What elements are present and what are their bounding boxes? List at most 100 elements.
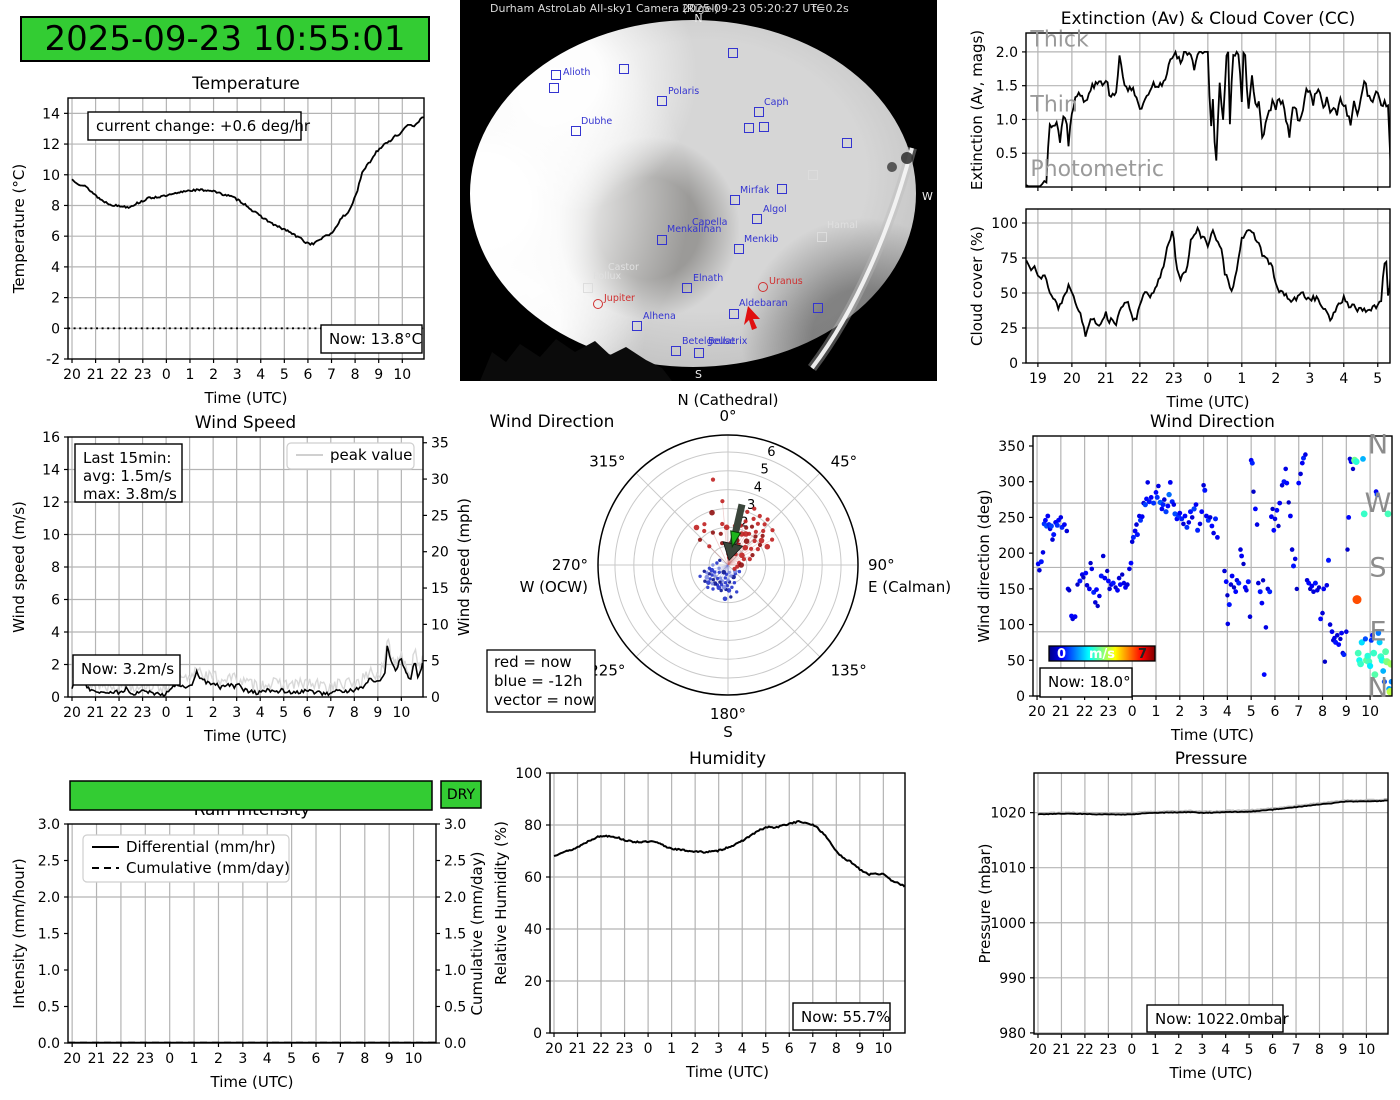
tick-label: 1 — [1151, 1042, 1160, 1058]
camera-datetime: 2025-09-23 05:20:27 UTC — [682, 2, 825, 15]
tick-label: 0 — [1016, 689, 1025, 705]
tick-label: 0 — [644, 1041, 653, 1057]
tick-label: 10 — [1361, 704, 1379, 720]
compass-south-label: S — [695, 368, 702, 381]
mast-shadow — [808, 146, 917, 372]
tick-label: 980 — [999, 1026, 1026, 1042]
camera-overlay — [480, 146, 917, 381]
tick-label: 6 — [312, 1051, 321, 1067]
planet-marker-jupiter — [593, 299, 603, 309]
tick-label: 50 — [1007, 653, 1025, 669]
star-label-dubhe: Dubhe — [581, 116, 613, 127]
svg-text:315°: 315° — [589, 452, 625, 470]
tick-label: 1.0 — [444, 963, 466, 979]
tick-label: 2.0 — [38, 890, 60, 906]
star-marker — [842, 138, 852, 148]
tick-label: 10 — [431, 617, 449, 633]
tick-label: 23 — [134, 367, 152, 383]
tick-label: 21 — [1097, 371, 1115, 387]
rain-status-label: DRY — [447, 787, 476, 803]
direction-letter: N — [1368, 430, 1388, 461]
star-marker — [777, 184, 787, 194]
tick-label: 10 — [42, 528, 60, 544]
humidity-annotation: Now: 55.7% — [801, 1008, 890, 1026]
tick-label: 1010 — [990, 861, 1026, 877]
svg-text:225°: 225° — [589, 662, 625, 680]
tick-label: 7 — [1294, 704, 1303, 720]
tick-label: 100 — [515, 766, 542, 782]
camera-exposure: t=0.2s — [812, 2, 849, 15]
tick-label: 4 — [263, 1051, 272, 1067]
tick-label: 1 — [1237, 371, 1246, 387]
star-marker-hamal — [817, 232, 827, 242]
humidity-ylabel: Relative Humidity (%) — [492, 821, 510, 985]
humidity-chart: 20 21 22 23 0 1 2 3 4 5 6 7 8 9 10020406080100Humidity… — [492, 749, 906, 1081]
star-label-mirfak: Mirfak — [740, 185, 770, 196]
allsky-camera-panel: Durham AstroLab All-sky1 Camera (Rigel) … — [460, 0, 937, 381]
tick-label: 990 — [999, 971, 1026, 987]
svg-text:90°: 90° — [868, 556, 895, 574]
windspeed-series-avg — [71, 645, 423, 697]
treeline-silhouette — [480, 339, 672, 381]
tick-label: 7 — [326, 705, 335, 721]
camera-title: Durham AstroLab All-sky1 Camera (Rigel) — [490, 2, 719, 15]
tick-label: 3 — [714, 1041, 723, 1057]
star-marker — [744, 123, 754, 133]
windspeed-xlabel: Time (UTC) — [203, 727, 287, 745]
colorbar-unit: m/s — [1089, 647, 1115, 662]
tick-label: 12 — [42, 137, 60, 153]
tick-label: 16 — [42, 430, 60, 446]
tick-label: 21 — [87, 367, 105, 383]
tick-label: 0 — [51, 321, 60, 337]
winddir-xlabel: Time (UTC) — [1170, 726, 1254, 744]
tick-label: 5 — [761, 1041, 770, 1057]
tick-label: 9 — [1338, 1042, 1347, 1058]
star-label-caph: Caph — [764, 97, 789, 108]
windspeed-ylabel: Wind speed (m/s) — [10, 501, 28, 633]
star-label-menkalinan: Menkalinan — [667, 224, 722, 235]
tick-label: 0.0 — [444, 1036, 466, 1052]
star-marker-aldebaran — [729, 309, 739, 319]
star-marker — [549, 83, 559, 93]
pressure-annotation: Now: 1022.0mbar — [1155, 1010, 1289, 1028]
tick-label: 8 — [832, 1041, 841, 1057]
star-marker — [728, 48, 738, 58]
tick-label: 8 — [51, 198, 60, 214]
legend-label: Cumulative (mm/day) — [126, 859, 290, 877]
tick-label: 100 — [991, 216, 1018, 232]
tick-label: 2 — [1271, 371, 1280, 387]
tick-label: 23 — [616, 1041, 634, 1057]
tick-label: 10 — [874, 1041, 892, 1057]
tick-label: 4 — [1223, 704, 1232, 720]
tick-label: 15 — [431, 581, 449, 597]
direction-letter: W — [1365, 488, 1392, 519]
humidity-series-rh — [553, 819, 905, 888]
star-label-bellatrix: Bellatrix — [708, 336, 748, 347]
mast-streak — [810, 147, 914, 370]
colorbar-min: 0 — [1057, 647, 1066, 662]
tick-label: 0 — [1127, 1042, 1136, 1058]
tick-label: 22 — [112, 1051, 130, 1067]
tick-label: 6 — [785, 1041, 794, 1057]
ring-label: 5 — [760, 463, 768, 478]
tick-label: 8 — [351, 367, 360, 383]
tick-label: 7 — [808, 1041, 817, 1057]
tick-label: 9 — [373, 705, 382, 721]
tick-label: 1 — [1152, 704, 1161, 720]
winddir-chart: 20 21 22 23 0 1 2 3 4 5 6 7 8 9 1005010015020025030035… — [975, 412, 1393, 744]
tick-label: 9 — [385, 1051, 394, 1067]
tick-label: 200 — [998, 546, 1025, 562]
tick-label: 23 — [1100, 704, 1118, 720]
tick-label: 5 — [1245, 1042, 1254, 1058]
tick-label: 2 — [51, 291, 60, 307]
tick-label: 22 — [1076, 704, 1094, 720]
ring-label: 4 — [754, 480, 762, 495]
pressure-chart: 20 21 22 23 0 1 2 3 4 5 6 7 8 9 10980990100010101020Pr… — [976, 749, 1389, 1082]
star-label-alhena: Alhena — [643, 311, 676, 322]
tick-label: 25 — [431, 508, 449, 524]
zone-label: Thin — [1029, 92, 1077, 117]
tick-label: 2 — [214, 1051, 223, 1067]
tick-label: 9 — [374, 367, 383, 383]
tick-label: 3 — [232, 705, 241, 721]
